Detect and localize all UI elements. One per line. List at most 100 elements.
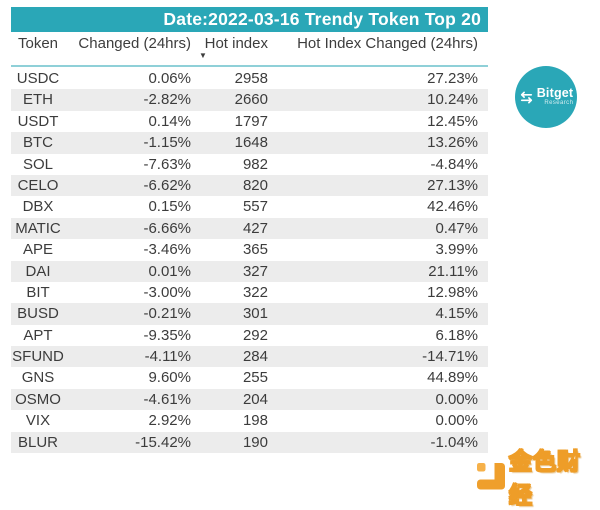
hot-index-cell: 292	[242, 326, 268, 344]
bitget-wordmark: Bitget Research	[537, 87, 574, 107]
token-cell: APE	[22, 241, 53, 259]
hot-index-changed-cell: 6.18%	[435, 326, 478, 344]
changed-24hrs-cell: 2.92%	[148, 412, 191, 430]
hot-index-changed-cell: 0.47%	[435, 219, 478, 237]
changed-24hrs-cell: 0.06%	[148, 70, 191, 87]
hot-index-cell: 204	[242, 390, 268, 408]
changed-24hrs-cell: -3.46%	[143, 241, 191, 259]
table-row: DBX 0.15% 557 42.46%	[11, 196, 488, 217]
hot-index-changed-cell: 0.00%	[435, 390, 478, 408]
table-row: SOL -7.63% 982 -4.84%	[11, 154, 488, 175]
hot-index-changed-cell: 27.23%	[427, 70, 478, 87]
hot-index-changed-cell: -4.84%	[430, 155, 478, 173]
column-header-hot-index[interactable]: Hot index	[204, 35, 268, 52]
sort-strip: ▼	[11, 51, 488, 64]
table-row: BTC -1.15% 1648 13.26%	[11, 132, 488, 154]
table-row: OSMO -4.61% 204 0.00%	[11, 388, 488, 411]
changed-24hrs-cell: -15.42%	[135, 433, 191, 451]
token-cell: BUSD	[17, 305, 59, 323]
hot-index-cell: 301	[242, 305, 268, 323]
table-row: GNS 9.60% 255 44.89%	[11, 367, 488, 388]
table-body: USDC 0.06% 2958 27.23% ETH -2.82% 2660 1…	[11, 68, 488, 454]
token-cell: BIT	[26, 283, 50, 301]
hot-index-changed-cell: 42.46%	[427, 198, 478, 216]
hot-index-changed-cell: 12.45%	[427, 112, 478, 130]
hot-index-changed-cell: 21.11%	[428, 262, 478, 280]
hot-index-cell: 982	[242, 155, 268, 173]
hot-index-changed-cell: 44.89%	[427, 369, 478, 387]
changed-24hrs-cell: -3.00%	[143, 283, 191, 301]
hot-index-changed-cell: 27.13%	[427, 176, 478, 194]
hot-index-changed-cell: 0.00%	[435, 412, 478, 430]
hot-index-cell: 2958	[234, 70, 268, 87]
changed-24hrs-cell: -9.35%	[143, 326, 191, 344]
hot-index-changed-cell: 13.26%	[427, 134, 478, 152]
token-cell: SFUND	[12, 348, 64, 366]
hot-index-cell: 427	[242, 219, 268, 237]
sort-descending-icon: ▼	[199, 51, 207, 60]
table-row: USDT 0.14% 1797 12.45%	[11, 111, 488, 132]
table-row: APE -3.46% 365 3.99%	[11, 239, 488, 260]
changed-24hrs-cell: -0.21%	[143, 305, 191, 323]
hot-index-changed-cell: 4.15%	[435, 305, 478, 323]
token-cell: GNS	[21, 369, 55, 387]
table-row: SFUND -4.11% 284 -14.71%	[11, 346, 488, 368]
hot-index-cell: 190	[242, 433, 268, 451]
bitget-research-badge: Bitget Research	[515, 66, 577, 128]
token-cell: DBX	[22, 198, 54, 216]
changed-24hrs-cell: -6.66%	[143, 219, 191, 237]
hot-index-cell: 1797	[234, 112, 268, 130]
hot-index-changed-cell: 10.24%	[427, 91, 478, 109]
hot-index-cell: 1648	[234, 134, 268, 152]
hot-index-changed-cell: -1.04%	[430, 433, 478, 451]
changed-24hrs-cell: 0.15%	[148, 198, 191, 216]
hot-index-cell: 255	[242, 369, 268, 387]
table-row: ETH -2.82% 2660 10.24%	[11, 89, 488, 111]
hot-index-cell: 820	[242, 176, 268, 194]
token-cell: OSMO	[15, 390, 61, 408]
hot-index-cell: 327	[242, 262, 268, 280]
changed-24hrs-cell: -4.11%	[144, 348, 191, 366]
bitget-research-label: Research	[544, 100, 574, 106]
table-row: CELO -6.62% 820 27.13%	[11, 174, 488, 197]
table-row: BUSD -0.21% 301 4.15%	[11, 303, 488, 325]
jinse-wordmark: 金色财经	[508, 447, 581, 508]
token-cell: BLUR	[17, 433, 58, 451]
changed-24hrs-cell: -7.63%	[143, 155, 191, 173]
column-header-hot-index-changed-24hrs[interactable]: Hot Index Changed (24hrs)	[297, 35, 478, 52]
hot-index-cell: 557	[242, 198, 268, 216]
bitget-swap-arrows-icon	[519, 90, 534, 105]
changed-24hrs-cell: 9.60%	[148, 369, 191, 387]
jinse-blocks-icon	[477, 462, 505, 490]
page-title: Date:2022-03-16 Trendy Token Top 20	[163, 9, 481, 29]
jinse-finance-logo: 金色财经	[477, 442, 600, 510]
changed-24hrs-cell: 0.01%	[148, 262, 191, 280]
table-row: USDC 0.06% 2958 27.23%	[11, 68, 488, 89]
table-row: MATIC -6.66% 427 0.47%	[11, 217, 488, 240]
hot-index-changed-cell: -14.71%	[422, 348, 478, 366]
hot-index-cell: 2660	[234, 91, 268, 109]
hot-index-cell: 198	[242, 412, 268, 430]
hot-index-changed-cell: 3.99%	[435, 241, 478, 259]
token-cell: APT	[23, 326, 53, 344]
changed-24hrs-cell: -6.62%	[143, 176, 191, 194]
title-bar: Date:2022-03-16 Trendy Token Top 20	[11, 7, 488, 32]
table-row: VIX 2.92% 198 0.00%	[11, 410, 488, 431]
bitget-name-label: Bitget	[536, 86, 574, 100]
hot-index-cell: 284	[242, 348, 268, 366]
token-cell: USDT	[17, 112, 59, 130]
column-header-changed-24hrs[interactable]: Changed (24hrs)	[78, 35, 191, 52]
table-header-row: Token Changed (24hrs) Hot index Hot Inde…	[11, 33, 488, 54]
table-row: DAI 0.01% 327 21.11%	[11, 260, 488, 282]
token-cell: DAI	[25, 262, 51, 280]
header-separator	[11, 65, 488, 67]
changed-24hrs-cell: -4.61%	[143, 390, 191, 408]
token-cell: ETH	[23, 91, 53, 109]
hot-index-changed-cell: 12.98%	[427, 283, 478, 301]
token-cell: USDC	[16, 70, 60, 87]
trendy-token-table: Token Changed (24hrs) Hot index Hot Inde…	[11, 33, 488, 454]
column-header-token[interactable]: Token	[17, 35, 59, 52]
hot-index-cell: 322	[242, 283, 268, 301]
token-cell: SOL	[22, 155, 53, 173]
table-row: BIT -3.00% 322 12.98%	[11, 282, 488, 303]
